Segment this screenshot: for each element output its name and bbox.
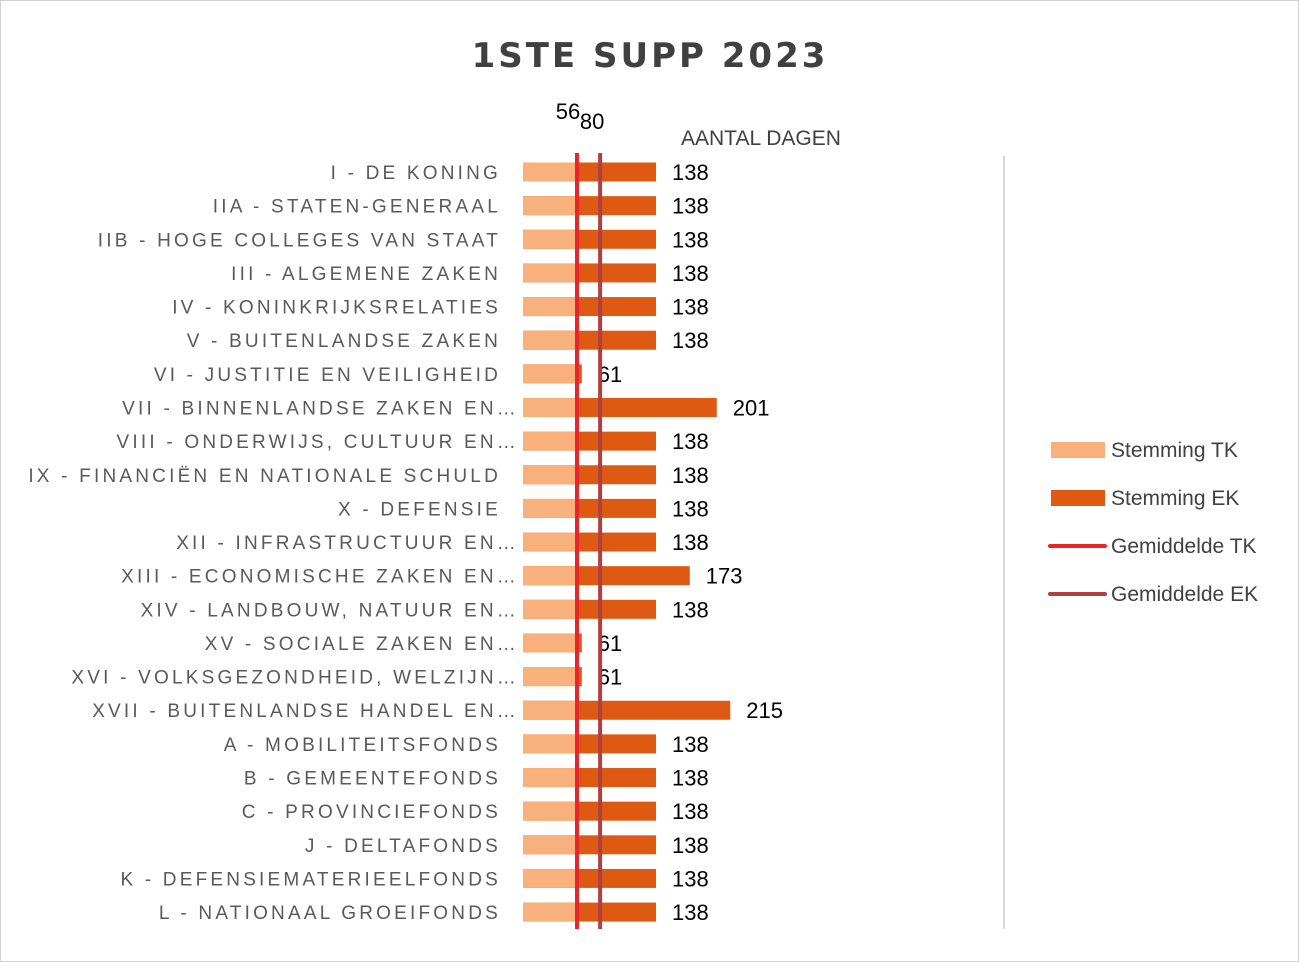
bar-stemming-tk [523,196,576,216]
data-label: 138 [672,597,709,622]
category-label: V - BUITENLANDSE ZAKEN [187,331,501,352]
bar-stemming-tk [523,700,576,720]
category-label: XIV - LANDBOUW, NATUUR EN… [141,600,519,621]
data-label: 138 [672,900,709,925]
bar-stemming-tk [523,465,576,485]
bar-stemming-tk [523,297,576,317]
data-label: 138 [672,530,709,555]
legend-swatch [1051,442,1105,458]
legend-item: Stemming EK [1051,487,1239,510]
bar-stemming-tk [523,768,576,788]
chart-title: 1STE SUPP 2023 [472,36,829,76]
legend-swatch [1051,490,1105,506]
category-label: A - MOBILITEITSFONDS [224,735,501,756]
legend-label: Stemming TK [1111,439,1238,462]
data-label: 138 [672,429,709,454]
average-label: 56 [556,99,580,124]
category-label: VII - BINNENLANDSE ZAKEN EN… [122,398,519,419]
category-label: C - PROVINCIEFONDS [242,802,501,823]
legend-item: Gemiddelde EK [1048,583,1258,606]
legend-item: Gemiddelde TK [1048,535,1257,558]
bar-stemming-tk [523,566,576,586]
data-label: 138 [672,799,709,824]
bar-stemming-tk [523,162,576,182]
x-axis-label: AANTAL DAGEN [681,127,841,150]
legend-label: Gemiddelde TK [1111,535,1257,558]
bar-stemming-tk [523,498,576,518]
bar-stemming-tk [523,633,576,653]
category-label: III - ALGEMENE ZAKEN [231,264,501,285]
data-label: 138 [672,160,709,185]
category-label: K - DEFENSIEMATERIEELFONDS [120,869,501,890]
bar-stemming-tk [523,667,576,687]
data-label: 138 [672,227,709,252]
legend-item: Stemming TK [1051,439,1238,462]
legend-label: Stemming EK [1111,487,1239,510]
average-label: 80 [580,109,604,134]
bar-stemming-tk [523,364,576,384]
category-label: IIB - HOGE COLLEGES VAN STAAT [98,230,501,251]
data-label: 138 [672,766,709,791]
category-label: IV - KONINKRIJKSRELATIES [172,298,501,319]
bar-stemming-tk [523,330,576,350]
bar-stemming-tk [523,835,576,855]
category-label: XV - SOCIALE ZAKEN EN… [205,634,519,655]
data-label: 138 [672,194,709,219]
bar-stemming-tk [523,902,576,922]
category-label: XIII - ECONOMISCHE ZAKEN EN… [121,567,519,588]
data-label: 138 [672,463,709,488]
category-label: L - NATIONAAL GROEIFONDS [159,903,501,924]
bar-stemming-tk [523,801,576,821]
bar-stemming-tk [523,868,576,888]
bar-stemming-tk [523,734,576,754]
category-label: XVII - BUITENLANDSE HANDEL EN… [92,701,519,722]
data-label: 138 [672,732,709,757]
category-label: XVI - VOLKSGEZONDHEID, WELZIJN… [71,668,519,689]
category-label: B - GEMEENTEFONDS [244,769,501,790]
category-label: I - DE KONING [331,163,501,184]
data-label: 215 [746,698,783,723]
data-label: 138 [672,866,709,891]
category-label: XII - INFRASTRUCTUUR EN… [176,533,519,554]
category-label: IX - FINANCIËN EN NATIONALE SCHULD [28,466,501,487]
category-label: VIII - ONDERWIJS, CULTUUR EN… [117,432,519,453]
data-label: 201 [733,395,770,420]
bar-stemming-tk [523,532,576,552]
data-label: 138 [672,328,709,353]
data-label: 138 [672,496,709,521]
category-label: VI - JUSTITIE EN VEILIGHEID [154,365,501,386]
data-label: 138 [672,295,709,320]
bar-stemming-tk [523,229,576,249]
category-label: IIA - STATEN-GENERAAL [213,197,501,218]
category-label: J - DELTAFONDS [305,836,501,857]
category-label: X - DEFENSIE [338,499,501,520]
data-label: 138 [672,261,709,286]
bar-stemming-tk [523,599,576,619]
bar-stemming-tk [523,397,576,417]
bar-stemming-tk [523,431,576,451]
bar-stemming-tk [523,263,576,283]
legend-label: Gemiddelde EK [1111,583,1258,606]
data-label: 138 [672,833,709,858]
data-label: 173 [706,564,743,589]
